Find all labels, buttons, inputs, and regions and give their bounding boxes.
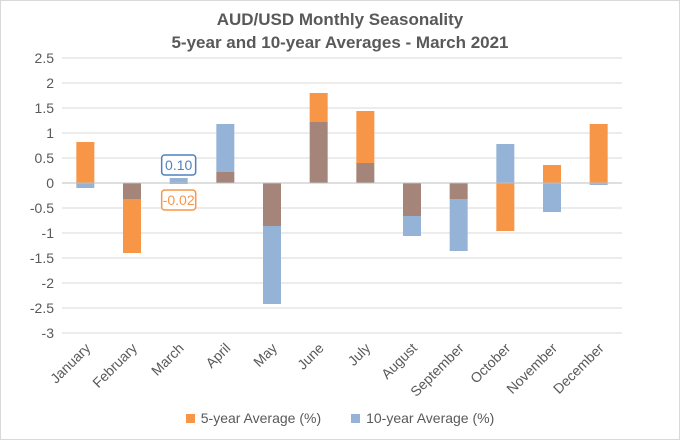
bar-overlap	[263, 183, 281, 226]
legend-swatch-10yr	[351, 413, 361, 423]
x-tick-label: December	[550, 340, 607, 397]
bar-10yr	[263, 226, 281, 304]
chart-subtitle: 5-year and 10-year Averages - March 2021	[171, 33, 509, 52]
bar-5yr	[496, 183, 515, 231]
x-tick-label: January	[47, 340, 94, 387]
y-tick-label: 1.5	[35, 100, 55, 116]
legend-label-5yr: 5-year Average (%)	[200, 410, 322, 426]
y-tick-label: 1	[46, 125, 54, 141]
bar-10yr	[449, 199, 468, 251]
bar-overlap	[356, 163, 375, 183]
bar-overlap	[123, 183, 141, 199]
bar-10yr	[169, 178, 188, 183]
bar-5yr	[543, 165, 561, 183]
y-tick-label: -1	[42, 225, 55, 241]
x-tick-label: May	[250, 340, 280, 370]
x-tick-label: April	[202, 340, 233, 371]
bar-overlap	[216, 172, 235, 183]
bar-overlap	[449, 183, 468, 199]
x-tick-label: August	[378, 340, 420, 382]
bar-overlap	[403, 183, 421, 216]
data-label: -0.02	[163, 192, 195, 208]
bar-5yr	[589, 124, 608, 183]
bar-overlap	[309, 122, 328, 183]
chart-title: AUD/USD Monthly Seasonality	[216, 10, 464, 29]
bar-5yr	[356, 111, 375, 163]
bar-5yr	[76, 142, 95, 183]
bar-10yr	[403, 216, 421, 236]
legend-label-10yr: 10-year Average (%)	[366, 410, 495, 426]
chart-legend: 5-year Average (%) 10-year Average (%)	[0, 410, 680, 426]
y-tick-label: -2.5	[30, 300, 54, 316]
x-tick-label: February	[89, 340, 140, 391]
y-tick-label: 0	[46, 175, 54, 191]
data-label-box	[160, 189, 197, 211]
data-label: 0.10	[165, 157, 192, 173]
y-tick-label: 2	[46, 75, 54, 91]
x-tick-label: July	[345, 340, 374, 369]
bar-5yr	[123, 199, 141, 253]
legend-item-10yr: 10-year Average (%)	[351, 410, 494, 426]
x-tick-label: March	[148, 340, 187, 379]
data-label-box	[160, 154, 197, 176]
bar-10yr	[76, 183, 95, 188]
x-tick-label: October	[467, 340, 514, 387]
bar-10yr	[543, 183, 561, 212]
x-tick-label: June	[294, 340, 327, 373]
bar-10yr	[589, 183, 608, 185]
y-tick-label: 2.5	[35, 50, 55, 66]
bar-5yr	[309, 93, 328, 122]
y-tick-label: -3	[42, 325, 55, 341]
y-tick-label: -2	[42, 275, 55, 291]
y-tick-label: 0.5	[35, 150, 55, 166]
bar-10yr	[216, 124, 235, 172]
bar-10yr	[496, 144, 515, 183]
legend-item-5yr: 5-year Average (%)	[185, 410, 322, 426]
y-tick-label: -1.5	[30, 250, 54, 266]
legend-swatch-5yr	[185, 413, 195, 423]
chart-title-block: AUD/USD Monthly Seasonality 5-year and 1…	[0, 8, 680, 54]
y-tick-label: -0.5	[30, 200, 54, 216]
